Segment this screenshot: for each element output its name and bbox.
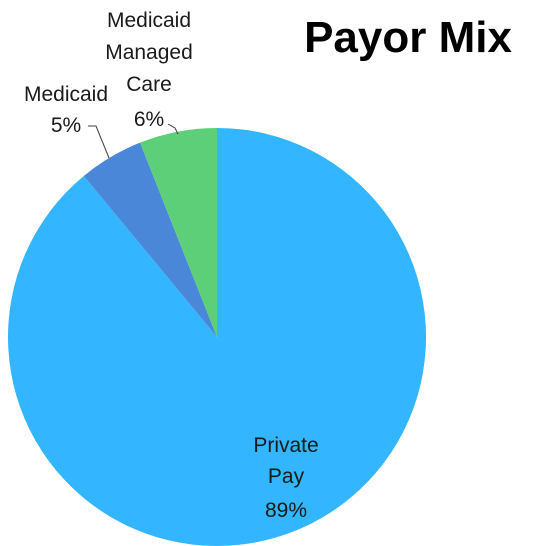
slice-private-pay	[7, 128, 426, 546]
pie-slices	[7, 128, 426, 546]
slice-label-private-pay-line-2: Pay	[268, 465, 305, 488]
leader-line-medicaid-managed-care	[167, 123, 179, 135]
slice-value-private-pay: 89%	[265, 499, 307, 522]
slice-label-mmc-line-3: Care	[126, 73, 172, 96]
chart-title: Payor Mix	[304, 13, 512, 62]
slice-value-medicaid-managed-care: 6%	[134, 108, 164, 131]
leader-line-medicaid	[88, 125, 110, 159]
slice-medicaid	[83, 142, 217, 337]
slice-label-mmc-line-2: Managed	[105, 41, 193, 64]
slice-label-medicaid: Medicaid 5%	[24, 83, 110, 159]
slice-label-private-pay-line-1: Private	[253, 434, 318, 457]
slice-label-mmc-line-1: Medicaid	[107, 9, 191, 32]
slice-medicaid-managed-care	[140, 128, 217, 337]
slice-value-medicaid: 5%	[51, 114, 81, 137]
slice-label-medicaid-line-1: Medicaid	[24, 83, 108, 106]
slice-label-private-pay: Private Pay 89%	[253, 434, 318, 522]
slice-label-medicaid-managed-care: Medicaid Managed Care 6%	[105, 9, 193, 135]
